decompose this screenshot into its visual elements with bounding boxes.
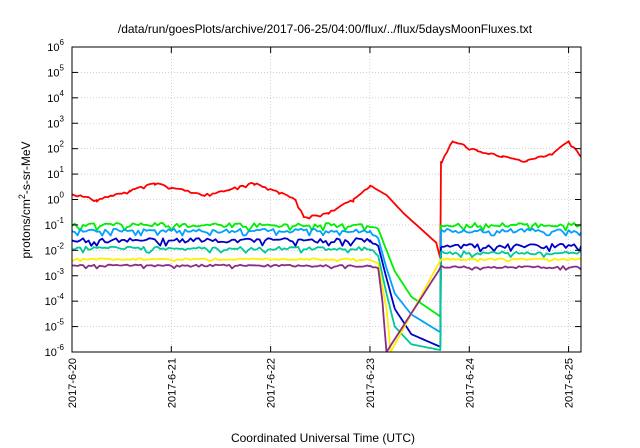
y-tick-label: 104 — [47, 89, 64, 105]
series-line-4 — [72, 237, 581, 348]
y-tick-label: 100 — [47, 191, 64, 207]
y-tick-label: 10-3 — [45, 267, 65, 283]
plot-frame — [71, 46, 582, 353]
series-lines — [72, 140, 581, 352]
y-tick-label: 10-1 — [45, 216, 65, 232]
series-line-6 — [72, 257, 581, 352]
series-line-3 — [72, 227, 581, 334]
y-tick-label: 10-5 — [45, 318, 65, 334]
chart-title: /data/run/goesPlots/archive/2017-06-25/0… — [118, 22, 533, 36]
series-line-2 — [72, 222, 581, 318]
x-tick-label: 2017-6-24 — [464, 358, 476, 408]
y-tick-label: 103 — [47, 114, 64, 130]
y-tick-label: 105 — [47, 63, 64, 79]
y-tick-label: 10-4 — [45, 292, 65, 308]
y-tick-label: 102 — [47, 140, 64, 156]
y-tick-label: 10-2 — [45, 241, 65, 257]
x-tick-label: 2017-6-22 — [266, 358, 278, 408]
y-axis-label: protons/cm2-s-sr-MeV — [17, 141, 33, 258]
series-line-7 — [72, 263, 581, 352]
x-axis-label: Coordinated Universal Time (UTC) — [231, 431, 415, 445]
x-tick-label: 2017-6-20 — [67, 358, 79, 408]
y-tick-label: 106 — [47, 38, 64, 54]
axis-ticks: 10-6 10-5 10-4 10-3 10-2 10-1 100 101 102 103 104 1… — [45, 38, 581, 408]
x-tick-label: 2017-6-21 — [166, 358, 178, 408]
grid — [72, 47, 581, 352]
series-line-5 — [72, 245, 581, 351]
x-tick-label: 2017-6-25 — [564, 358, 576, 408]
x-tick-label: 2017-6-23 — [365, 358, 377, 408]
y-tick-label: 101 — [47, 165, 64, 181]
series-line-1 — [72, 140, 581, 259]
y-tick-label: 10-6 — [45, 343, 65, 359]
